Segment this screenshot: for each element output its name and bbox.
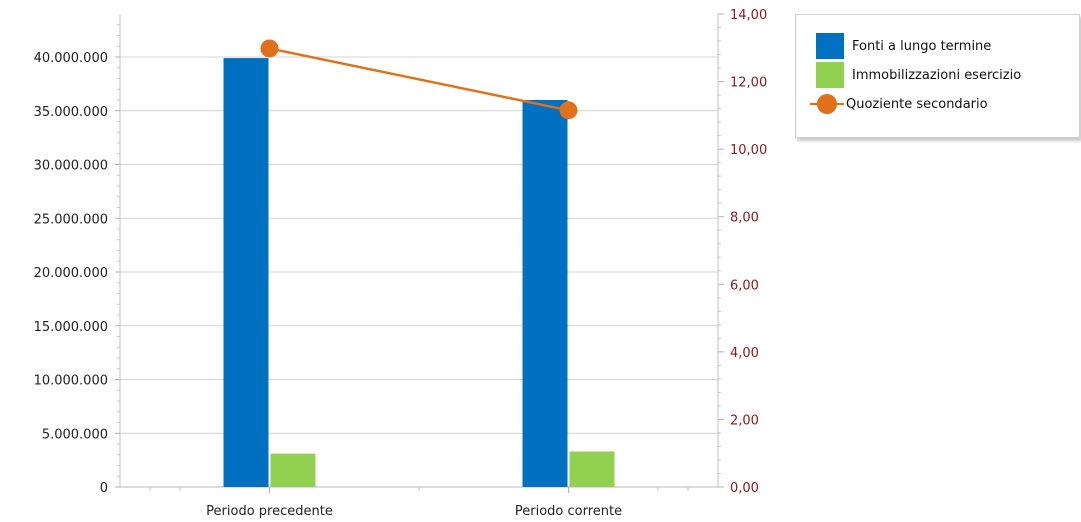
y-left-tick-label-4: 20.000.000 — [34, 266, 108, 281]
legend-swatch-quoziente — [810, 91, 844, 117]
tick-labels: 0 5.000.000 10.000.000 15.000.000 20.000.000… — [34, 8, 768, 519]
y-left-tick-label-5: 25.000.000 — [34, 212, 108, 227]
y-left-tick-label-3: 15.000.000 — [34, 320, 108, 335]
legend-swatch-fonti — [816, 33, 844, 59]
y-right-tick-label-7: 14,00 — [730, 8, 767, 23]
y-right-tick-label-4: 8,00 — [730, 211, 759, 226]
y-right-tick-label-2: 4,00 — [730, 346, 759, 361]
line-quoziente — [269, 47, 569, 112]
y-left-tick-label-2: 10.000.000 — [34, 374, 108, 389]
legend-swatch-immobilizzazioni — [816, 62, 844, 88]
y-left-tick-label-0: 0 — [100, 481, 108, 496]
legend-item-immobilizzazioni[interactable]: Immobilizzazioni esercizio — [816, 62, 1021, 88]
bar-immobilizzazioni-0 — [270, 453, 316, 487]
y-right-tick-label-3: 6,00 — [730, 278, 759, 293]
x-tick-label-1: Periodo corrente — [515, 504, 622, 519]
y-left-tick-label-7: 35.000.000 — [34, 105, 108, 120]
legend-label-quoziente: Quoziente secondario — [846, 96, 988, 112]
point-quoziente-1 — [559, 101, 578, 120]
y-left-tick-label-1: 5.000.000 — [42, 427, 108, 442]
axes — [115, 13, 724, 493]
x-tick-label-0: Periodo precedente — [206, 504, 333, 519]
grid-lines — [120, 56, 718, 434]
legend-label-fonti: Fonti a lungo termine — [852, 38, 992, 54]
y-right-tick-label-1: 2,00 — [730, 413, 759, 428]
y-right-tick-label-5: 10,00 — [730, 143, 767, 158]
y-right-tick-label-6: 12,00 — [730, 76, 767, 91]
y-left-tick-label-8: 40.000.000 — [34, 51, 108, 66]
y-right-tick-label-0: 0,00 — [730, 481, 759, 496]
bar-fonti-1 — [522, 100, 568, 487]
legend-label-immobilizzazioni: Immobilizzazioni esercizio — [852, 67, 1022, 83]
bar-fonti-0 — [223, 58, 269, 487]
bars — [223, 58, 615, 487]
bar-immobilizzazioni-1 — [569, 451, 615, 487]
legend-item-fonti[interactable]: Fonti a lungo termine — [816, 33, 991, 59]
legend: Fonti a lungo termine Immobilizzazioni e… — [795, 14, 1080, 138]
y-left-tick-label-6: 30.000.000 — [34, 159, 108, 174]
point-quoziente-0 — [260, 39, 279, 58]
line-series — [260, 39, 578, 120]
legend-item-quoziente[interactable]: Quoziente secondario — [810, 91, 988, 117]
